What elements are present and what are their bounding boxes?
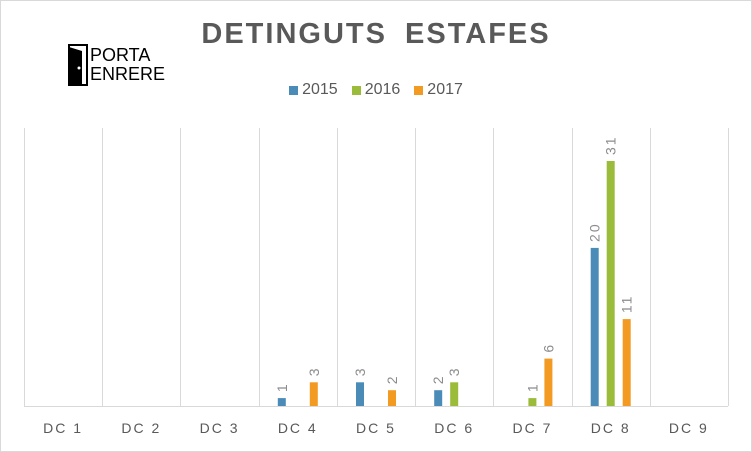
data-label-2016-dc6: 3 (446, 366, 462, 376)
x-tick-label-dc3: DC 3 (200, 420, 240, 436)
bar-2015-dc4 (277, 398, 286, 406)
data-label-2016-dc7: 1 (524, 382, 540, 392)
data-label-2017-dc8: 11 (619, 295, 635, 314)
data-label-2015-dc4: 1 (274, 382, 290, 392)
chart-legend: 2015 2016 2017 (0, 80, 752, 100)
x-tick-label-dc4: DC 4 (278, 420, 318, 436)
legend-item-2017: 2017 (414, 80, 463, 100)
bar-2015-dc5 (356, 382, 364, 406)
bar-2017-dc4 (309, 382, 318, 406)
bar-2016-dc8 (606, 161, 615, 406)
legend-label-2016: 2016 (364, 81, 401, 98)
legend-swatch-2015 (289, 85, 299, 95)
x-tick-label-dc1: DC 1 (43, 420, 83, 436)
legend-item-2015: 2015 (289, 80, 338, 100)
x-tick-label-dc5: DC 5 (356, 420, 396, 436)
legend-item-2016: 2016 (351, 80, 401, 100)
bar-2017-dc8 (622, 319, 631, 406)
data-label-2017-dc7: 6 (540, 343, 556, 353)
chart-title: DETINGUTS ESTAFES (201, 18, 551, 50)
legend-label-2015: 2015 (302, 81, 338, 98)
legend-swatch-2017 (414, 85, 424, 95)
bar-2016-dc6 (450, 382, 459, 406)
x-tick-label-dc9: DC 9 (669, 420, 709, 436)
logo-text-porta: PORTA (90, 45, 151, 65)
bar-2016-dc7 (528, 398, 537, 406)
legend-label-2017: 2017 (427, 81, 463, 98)
bar-2017-dc7 (544, 358, 553, 406)
legend-swatch-2016 (351, 85, 361, 95)
bar-2017-dc5 (388, 390, 396, 406)
x-tick-label-dc8: DC 8 (591, 420, 631, 436)
data-label-2016-dc8: 31 (603, 135, 619, 155)
x-tick-label-dc7: DC 7 (512, 420, 552, 436)
x-tick-label-dc2: DC 2 (121, 420, 161, 436)
porta-enrere-logo: PORTA ENRERE (68, 44, 168, 88)
data-label-2017-dc4: 3 (306, 366, 322, 376)
logo-text-enrere: ENRERE (90, 64, 166, 84)
data-label-2017-dc5: 2 (384, 374, 400, 384)
x-tick-label-dc6: DC 6 (434, 420, 474, 436)
door-icon (68, 44, 88, 86)
bar-2015-dc8 (590, 247, 599, 406)
data-label-2015-dc5: 3 (352, 366, 368, 376)
bar-2015-dc6 (434, 390, 443, 406)
data-label-2015-dc8: 20 (587, 222, 603, 242)
data-label-2015-dc6: 2 (430, 374, 446, 384)
